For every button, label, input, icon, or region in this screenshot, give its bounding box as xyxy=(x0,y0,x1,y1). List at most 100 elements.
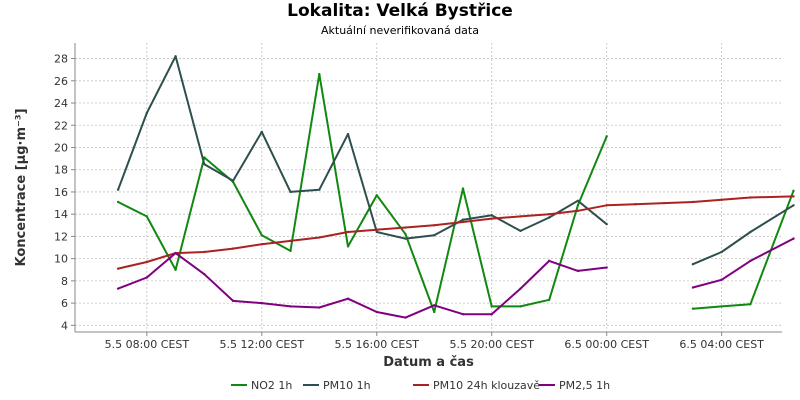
data-point xyxy=(145,260,149,264)
data-point xyxy=(318,72,321,76)
data-point xyxy=(691,200,695,204)
series-2 xyxy=(116,55,795,266)
data-point xyxy=(433,304,436,307)
data-point xyxy=(519,305,522,308)
data-point xyxy=(289,305,292,308)
data-point xyxy=(289,239,292,243)
data-point xyxy=(174,251,177,255)
data-point xyxy=(605,222,608,226)
data-point xyxy=(490,313,493,316)
data-point xyxy=(289,190,292,194)
data-point xyxy=(260,301,264,305)
legend-label: PM2,5 1h xyxy=(559,379,610,392)
legend-label: PM10 1h xyxy=(323,379,371,392)
data-point xyxy=(519,215,522,218)
data-point xyxy=(346,245,350,248)
data-point xyxy=(174,55,177,58)
data-point xyxy=(116,287,120,290)
chart-title: Lokalita: Velká Bystřice xyxy=(287,1,513,21)
series-line xyxy=(117,237,794,319)
data-point xyxy=(691,262,695,266)
data-point xyxy=(490,217,493,220)
data-point xyxy=(404,232,407,236)
x-tick-label: 5.5 20:00 CEST xyxy=(449,338,534,351)
legend-item: NO2 1h xyxy=(231,379,292,392)
data-point xyxy=(318,306,321,309)
data-point xyxy=(145,215,149,218)
data-point xyxy=(203,250,206,254)
data-point xyxy=(174,268,177,271)
data-point xyxy=(490,214,493,217)
data-point xyxy=(375,230,378,234)
data-point xyxy=(548,212,551,216)
data-point xyxy=(461,313,465,316)
axes: 4 6 8 10 12 14 16 18 20 22 24 26 28 5.5 08:00 CEST 5.5… xyxy=(14,43,782,370)
data-point xyxy=(792,189,795,193)
series-1 xyxy=(116,72,795,314)
legend-item: PM2,5 1h xyxy=(539,379,610,392)
data-point xyxy=(548,259,551,263)
legend-item: PM10 1h xyxy=(303,379,371,392)
y-tick-label: 8 xyxy=(61,275,68,288)
data-point xyxy=(404,237,407,240)
legend-label: PM10 24h klouzavě xyxy=(433,379,540,392)
data-point xyxy=(605,204,608,207)
data-point xyxy=(461,220,465,224)
data-point xyxy=(576,204,580,207)
y-tick-label: 10 xyxy=(54,253,68,266)
y-tick-label: 14 xyxy=(54,208,68,221)
series-line xyxy=(117,195,794,270)
data-point xyxy=(461,218,465,221)
data-point xyxy=(720,198,723,201)
x-axis-label: Datum a čas xyxy=(383,355,474,370)
data-point xyxy=(792,204,795,207)
data-point xyxy=(203,162,206,166)
y-tick-label: 4 xyxy=(61,319,68,332)
legend: NO2 1h PM10 1h PM10 24h klouzavě PM2,5 1h xyxy=(231,379,610,392)
data-point xyxy=(605,266,608,269)
y-tick-label: 16 xyxy=(54,186,68,199)
data-point xyxy=(433,310,436,314)
data-point xyxy=(792,237,795,240)
data-point xyxy=(576,199,580,203)
data-point xyxy=(145,276,149,279)
grid xyxy=(75,43,782,332)
data-point xyxy=(634,202,637,206)
legend-label: NO2 1h xyxy=(251,379,292,392)
data-point xyxy=(231,179,235,183)
data-point xyxy=(433,234,436,237)
data-point xyxy=(519,229,522,233)
data-point xyxy=(433,224,436,227)
data-point xyxy=(375,310,378,314)
data-point xyxy=(576,269,580,273)
data-point xyxy=(404,226,407,229)
y-tick-label: 20 xyxy=(54,141,68,154)
data-point xyxy=(720,278,723,281)
y-tick-label: 6 xyxy=(61,297,68,310)
legend-item: PM10 24h klouzavě xyxy=(413,379,540,392)
data-point xyxy=(231,299,235,303)
data-point xyxy=(203,156,206,159)
data-point xyxy=(231,247,235,250)
data-point xyxy=(576,209,580,213)
data-point xyxy=(404,316,407,319)
data-point xyxy=(720,250,723,254)
series-3 xyxy=(116,195,795,270)
series-layer xyxy=(116,55,795,319)
data-point xyxy=(116,267,120,270)
data-point xyxy=(203,273,206,276)
plot-area xyxy=(75,43,782,332)
data-point xyxy=(260,242,264,246)
data-point xyxy=(662,201,666,205)
series-4 xyxy=(116,237,795,319)
data-point xyxy=(375,228,378,231)
data-point xyxy=(691,307,695,310)
y-tick-label: 12 xyxy=(54,230,68,243)
data-point xyxy=(318,236,321,239)
y-tick-label: 26 xyxy=(54,75,68,88)
x-tick-label: 6.5 00:00 CEST xyxy=(564,338,649,351)
series-line xyxy=(117,55,795,266)
data-point xyxy=(792,195,795,198)
data-point xyxy=(490,305,493,308)
data-point xyxy=(605,135,608,138)
